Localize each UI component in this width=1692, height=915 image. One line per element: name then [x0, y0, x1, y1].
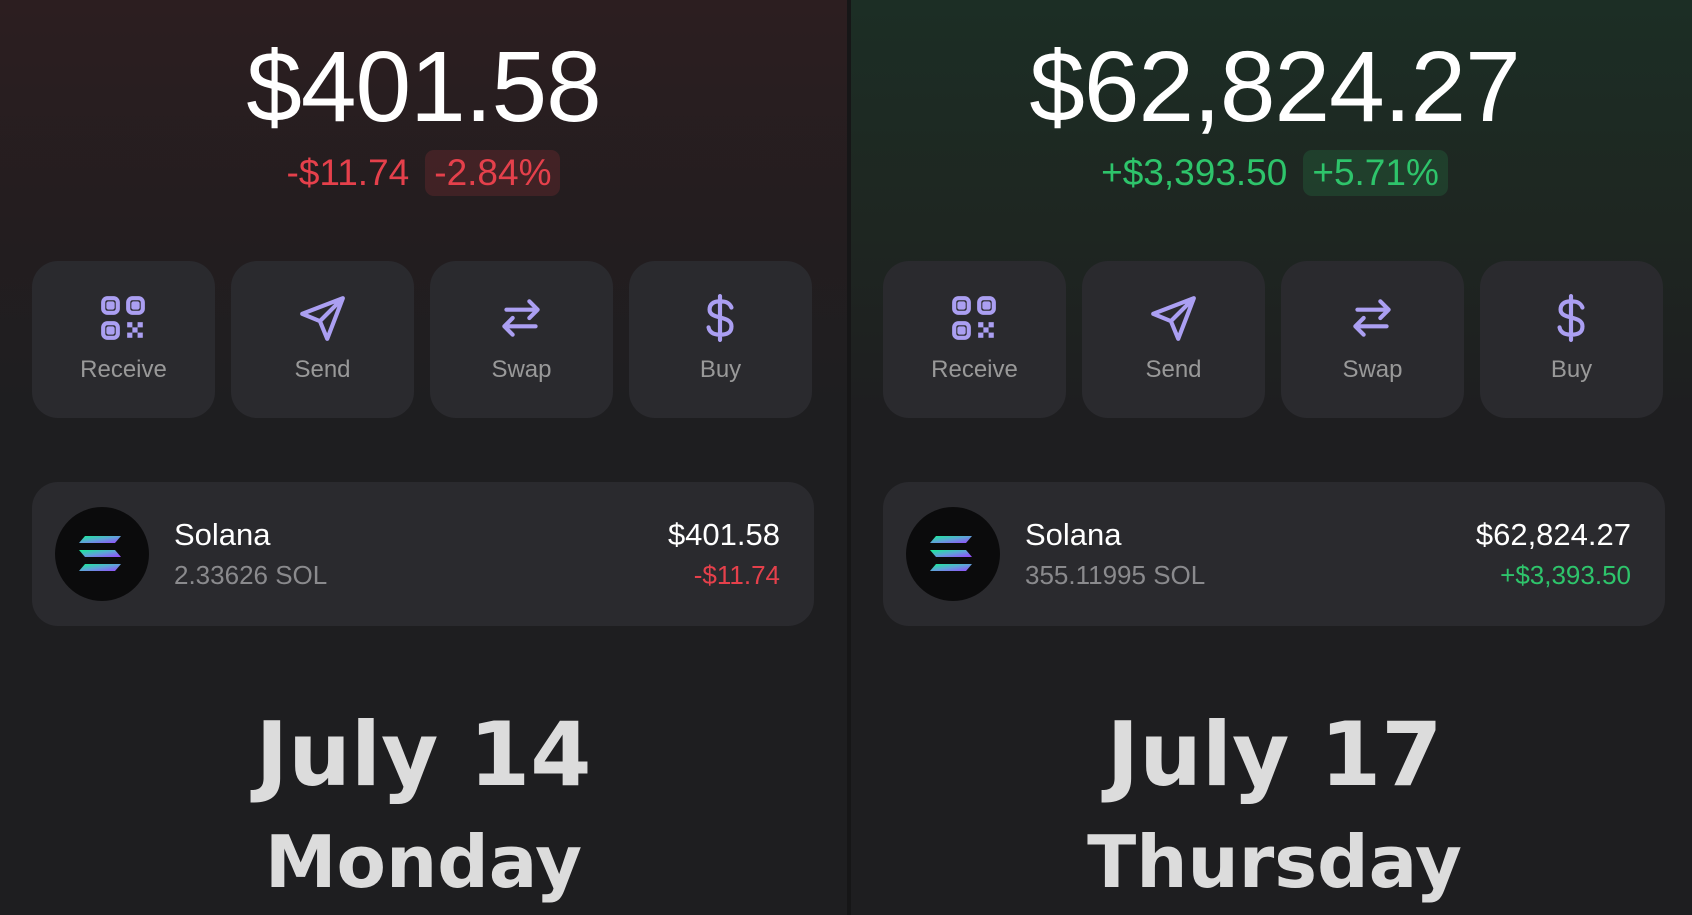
token-logo [906, 507, 1000, 601]
weekday: Monday [264, 820, 583, 904]
token-row[interactable]: Solana 355.11995 SOL $62,824.27 +$3,393.50 [883, 482, 1665, 626]
action-icon [706, 294, 734, 342]
action-button[interactable]: Receive [883, 261, 1066, 418]
change-row: +$3,393.50 +5.71% [851, 150, 1692, 196]
action-button[interactable]: Buy [629, 261, 812, 418]
date: July 17 [1106, 703, 1443, 806]
action-icon [1353, 299, 1391, 337]
token-value: $401.58 [667, 517, 780, 552]
action-button[interactable]: Buy [1480, 261, 1663, 418]
wallet-panel: $401.58 -$11.74 -2.84% Receive Send Swap Buy So… [0, 0, 847, 915]
action-button[interactable]: Receive [32, 261, 215, 418]
token-amount: 355.11995 SOL [1025, 560, 1206, 590]
action-label: Swap [1342, 356, 1403, 383]
token-logo [55, 507, 149, 601]
divider [847, 0, 851, 915]
token-value: $62,824.27 [1475, 517, 1631, 552]
change-amount: -$11.74 [286, 152, 410, 193]
balance: $62,824.27 [1029, 31, 1521, 143]
action-label: Receive [80, 356, 167, 383]
action-label: Send [1145, 356, 1202, 383]
action-button[interactable]: Swap [1281, 261, 1464, 418]
token-change: +$3,393.50 [1500, 560, 1631, 590]
action-label: Receive [931, 356, 1018, 383]
action-button[interactable]: Send [1082, 261, 1265, 418]
action-icon [502, 299, 540, 337]
action-icon [952, 296, 996, 340]
action-label: Buy [699, 356, 742, 383]
balance: $401.58 [246, 31, 601, 143]
token-name: Solana [174, 517, 271, 552]
date: July 14 [255, 703, 592, 806]
weekday: Thursday [1087, 820, 1462, 904]
action-icon [300, 296, 345, 341]
action-label: Swap [491, 356, 552, 383]
action-button[interactable]: Swap [430, 261, 613, 418]
action-icon [101, 296, 145, 340]
token-row[interactable]: Solana 2.33626 SOL $401.58 -$11.74 [32, 482, 814, 626]
action-icon [1151, 296, 1196, 341]
wallet-panel: $62,824.27 +$3,393.50 +5.71% Receive Send Swa… [851, 0, 1692, 915]
action-icon [1557, 294, 1585, 342]
action-button[interactable]: Send [231, 261, 414, 418]
change-percent: -2.84% [425, 150, 561, 196]
token-change: -$11.74 [693, 560, 780, 590]
change-row: -$11.74 -2.84% [0, 150, 847, 196]
change-percent: +5.71% [1303, 150, 1448, 196]
change-amount: +$3,393.50 [1101, 152, 1288, 193]
action-label: Send [294, 356, 351, 383]
action-label: Buy [1550, 356, 1593, 383]
token-amount: 2.33626 SOL [174, 560, 328, 590]
token-name: Solana [1025, 517, 1122, 552]
